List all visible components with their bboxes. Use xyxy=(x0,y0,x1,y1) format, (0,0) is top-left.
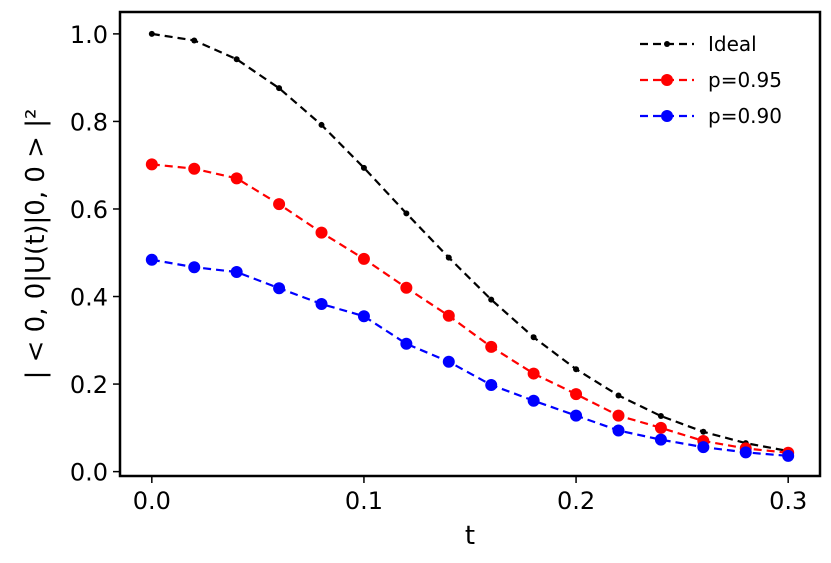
data-point xyxy=(400,281,413,294)
series-layer xyxy=(145,30,795,462)
data-point xyxy=(485,378,498,391)
x-tick-label: 0.0 xyxy=(133,487,171,515)
data-point xyxy=(403,210,410,217)
legend-swatch-marker xyxy=(661,74,673,86)
data-point xyxy=(233,56,240,63)
data-point xyxy=(273,198,286,211)
data-point xyxy=(654,421,667,434)
data-point xyxy=(357,310,370,323)
data-point xyxy=(315,226,328,239)
data-point xyxy=(230,266,243,279)
x-tick-label: 0.3 xyxy=(769,487,807,515)
data-point xyxy=(442,355,455,368)
data-point xyxy=(188,261,201,274)
data-point xyxy=(273,282,286,295)
x-tick-label: 0.2 xyxy=(557,487,595,515)
data-point xyxy=(400,337,413,350)
y-tick-label: 1.0 xyxy=(70,21,108,49)
series-line xyxy=(151,32,789,453)
y-axis-ticks: 0.0 0.2 0.4 0.6 0.8 1.0 xyxy=(70,21,120,487)
legend-label: p=0.90 xyxy=(708,104,782,128)
y-axis-label: | < 0, 0|U(t)|0, 0 > |² xyxy=(21,109,51,380)
data-point xyxy=(527,394,540,407)
data-point xyxy=(188,162,201,175)
data-point xyxy=(357,252,370,265)
series-3 xyxy=(145,253,795,462)
legend-label: Ideal xyxy=(708,32,757,56)
data-point xyxy=(573,366,580,373)
data-point xyxy=(527,367,540,380)
data-point xyxy=(612,424,625,437)
x-axis-ticks: 0.0 0.1 0.2 0.3 xyxy=(133,476,807,515)
data-point xyxy=(145,158,158,171)
data-point xyxy=(276,85,283,92)
data-point xyxy=(739,446,752,459)
legend-item: Ideal xyxy=(640,32,757,56)
data-point xyxy=(191,37,198,44)
data-point xyxy=(570,388,583,401)
data-point xyxy=(615,392,622,399)
data-point xyxy=(570,409,583,422)
plot-frame xyxy=(118,10,822,478)
legend-swatch-marker xyxy=(661,110,673,122)
legend-swatch-marker xyxy=(664,41,670,47)
data-point xyxy=(612,409,625,422)
data-point xyxy=(318,121,325,128)
series-2 xyxy=(145,158,795,459)
series-1 xyxy=(148,30,792,455)
series-line xyxy=(151,163,789,454)
data-point xyxy=(445,254,452,261)
data-point xyxy=(360,164,367,171)
y-tick-label: 0.4 xyxy=(70,284,108,312)
data-point xyxy=(530,334,537,341)
y-tick-label: 0.6 xyxy=(70,196,108,224)
data-point xyxy=(230,172,243,185)
y-tick-label: 0.0 xyxy=(70,459,108,487)
x-axis-label: t xyxy=(465,521,475,551)
data-point xyxy=(700,428,707,435)
data-point xyxy=(485,340,498,353)
data-point xyxy=(488,296,495,303)
data-point xyxy=(654,433,667,446)
data-point xyxy=(442,309,455,322)
series-line xyxy=(151,258,789,457)
y-tick-label: 0.2 xyxy=(70,371,108,399)
data-point xyxy=(657,413,664,420)
legend-item: p=0.95 xyxy=(640,68,782,92)
data-point xyxy=(782,449,795,462)
legend: Ideal p=0.95 p=0.90 xyxy=(640,32,782,128)
data-point xyxy=(145,253,158,266)
x-tick-label: 0.1 xyxy=(345,487,383,515)
data-point xyxy=(697,441,710,454)
legend-label: p=0.95 xyxy=(708,68,782,92)
legend-item: p=0.90 xyxy=(640,104,782,128)
y-tick-label: 0.8 xyxy=(70,108,108,136)
data-point xyxy=(148,30,155,37)
data-point xyxy=(315,297,328,310)
